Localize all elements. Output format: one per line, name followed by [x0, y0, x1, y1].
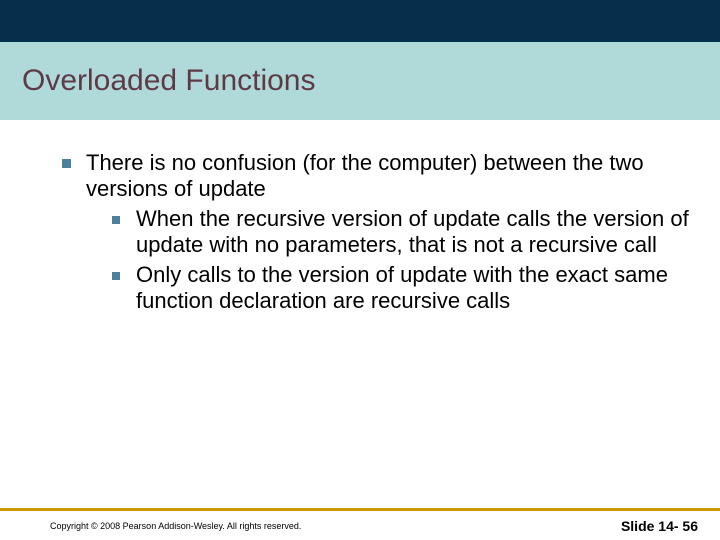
sub-bullet-text: Only calls to the version of update with…	[136, 262, 668, 313]
sub-bullet-item: Only calls to the version of update with…	[102, 262, 690, 314]
slide-header: Overloaded Functions	[0, 0, 720, 120]
copyright-text: Copyright © 2008 Pearson Addison-Wesley.…	[50, 521, 301, 531]
square-bullet-icon	[112, 272, 120, 280]
slide: Overloaded Functions There is no confusi…	[0, 0, 720, 540]
slide-number: Slide 14- 56	[621, 518, 698, 534]
slide-footer: Copyright © 2008 Pearson Addison-Wesley.…	[0, 508, 720, 540]
main-bullet-item: There is no confusion (for the computer)…	[50, 150, 690, 314]
square-bullet-icon	[112, 216, 120, 224]
slide-body: There is no confusion (for the computer)…	[0, 120, 720, 508]
sub-bullet-text: When the recursive version of update cal…	[136, 206, 689, 257]
sub-bullet-list: When the recursive version of update cal…	[86, 206, 690, 314]
header-top-band	[0, 0, 720, 42]
header-title-zone: Overloaded Functions	[0, 42, 720, 120]
square-bullet-icon	[62, 159, 71, 168]
slide-title: Overloaded Functions	[22, 64, 316, 98]
main-bullet-text: There is no confusion (for the computer)…	[86, 150, 644, 201]
sub-bullet-item: When the recursive version of update cal…	[102, 206, 690, 258]
